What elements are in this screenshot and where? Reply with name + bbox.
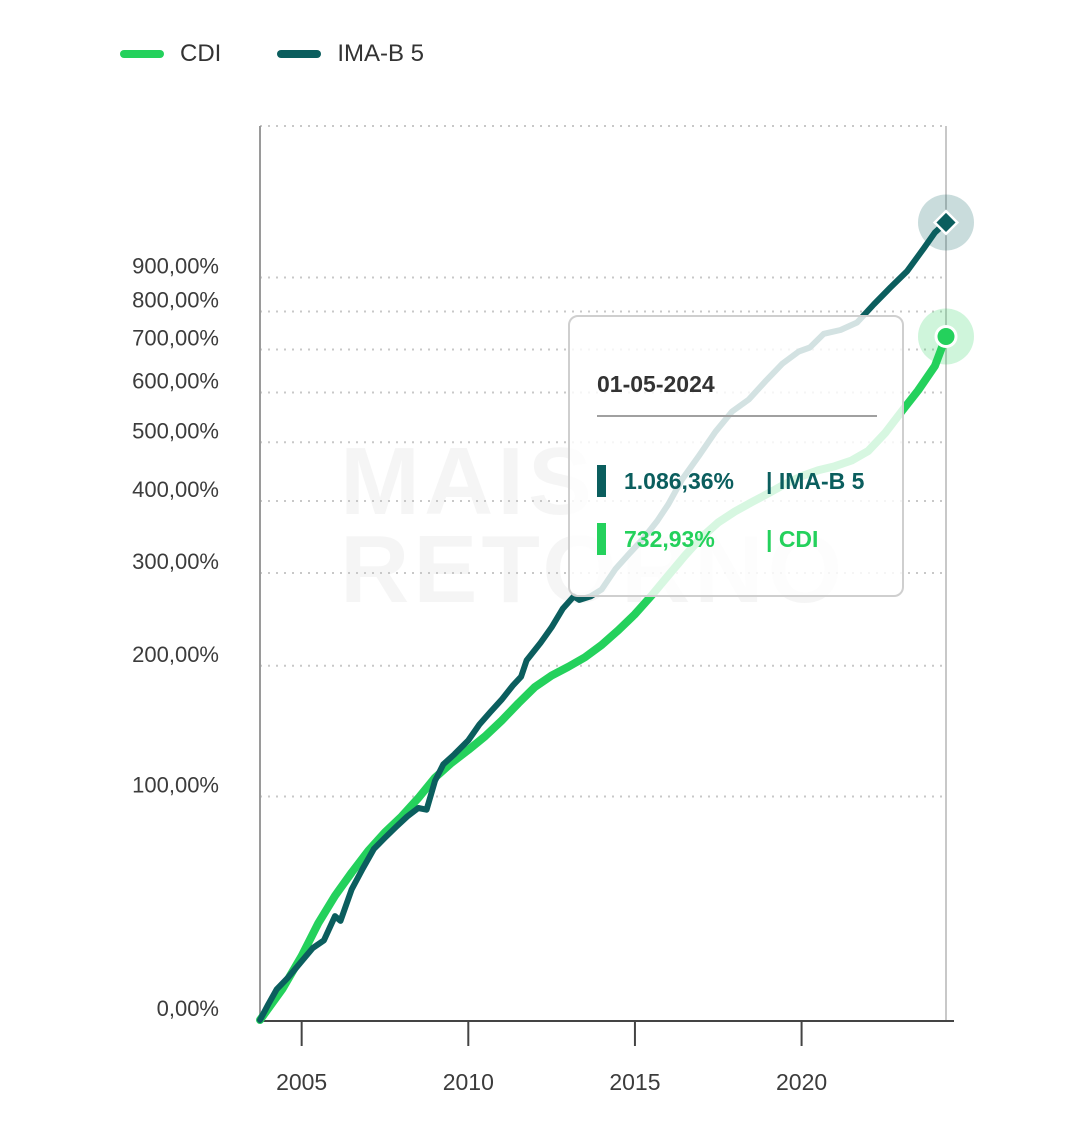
legend-item-cdi[interactable]: CDI xyxy=(120,40,221,68)
y-tick-label-4: 400,00% xyxy=(132,477,219,502)
tooltip-value-cdi: 732,93% xyxy=(624,525,715,552)
cdi-highlight-point xyxy=(934,324,958,348)
y-tick-label-0: 0,00% xyxy=(157,996,219,1021)
x-tick-label-0: 2005 xyxy=(276,1069,327,1095)
tooltip-name-cdi: | CDI xyxy=(766,525,819,552)
tooltip-value-ima-b-5: 1.086,36% xyxy=(624,467,734,494)
y-tick-label-3: 300,00% xyxy=(132,549,219,574)
y-tick-label-6: 600,00% xyxy=(132,369,219,394)
legend-label-cdi: CDI xyxy=(180,40,222,67)
tooltip-marker-ima-b-5 xyxy=(597,465,606,497)
tooltip-row-cdi: 732,93% | CDI xyxy=(597,523,818,555)
y-tick-label-8: 800,00% xyxy=(132,288,219,313)
y-tick-label-2: 200,00% xyxy=(132,642,219,667)
legend: CDI IMA-B 5 xyxy=(120,40,424,68)
y-tick-label-1: 100,00% xyxy=(132,773,219,798)
ima-highlight-point xyxy=(932,209,960,236)
y-tick-label-7: 700,00% xyxy=(132,326,219,351)
x-tick-label-3: 2020 xyxy=(776,1069,827,1095)
legend-swatch-ima-b-5 xyxy=(277,50,322,58)
legend-item-ima-b-5[interactable]: IMA-B 5 xyxy=(277,40,424,68)
tooltip-row-ima-b-5: 1.086,36% | IMA-B 5 xyxy=(597,465,864,497)
x-tick-label-1: 2010 xyxy=(443,1069,494,1095)
chart-tooltip: 01-05-2024 1.086,36% | IMA-B 5 732,93% |… xyxy=(568,315,904,597)
legend-swatch-cdi xyxy=(120,50,164,58)
tooltip-marker-cdi xyxy=(597,523,606,555)
y-tick-label-9: 900,00% xyxy=(132,254,219,279)
legend-label-ima-b-5: IMA-B 5 xyxy=(337,40,425,67)
y-tick-label-5: 500,00% xyxy=(132,418,219,443)
tooltip-date: 01-05-2024 xyxy=(597,371,715,397)
tooltip-divider xyxy=(597,415,877,417)
x-tick-label-2: 2015 xyxy=(609,1069,660,1095)
tooltip-name-ima-b-5: | IMA-B 5 xyxy=(766,467,865,494)
